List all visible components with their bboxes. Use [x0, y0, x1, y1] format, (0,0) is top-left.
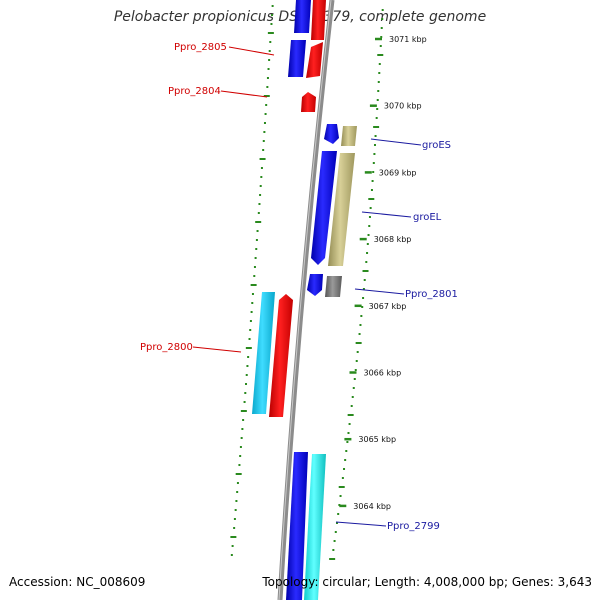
tick-label: 3068 kbp [374, 235, 412, 244]
genome-stats: Topology: circular; Length: 4,008,000 bp… [262, 575, 592, 589]
gene-groES[interactable] [324, 124, 357, 146]
gene-label-Ppro_2801[interactable]: Ppro_2801 [405, 289, 458, 300]
tick-label: 3069 kbp [379, 168, 417, 177]
gene-Ppro_2804[interactable] [301, 92, 316, 112]
gene-label-Ppro_2805[interactable]: Ppro_2805 [174, 42, 227, 53]
gene-leaders [192, 46, 422, 527]
gene-Ppro_2801[interactable] [307, 274, 342, 297]
tick-label: 3070 kbp [384, 102, 422, 111]
gene-Ppro_2805[interactable] [288, 0, 311, 77]
gene-label-Ppro_2799[interactable]: Ppro_2799 [387, 521, 440, 532]
tick-label: 3071 kbp [389, 35, 427, 44]
gc-skew-track [230, 5, 384, 560]
gene-label-Ppro_2804[interactable]: Ppro_2804 [168, 86, 221, 97]
tick-label: 3065 kbp [358, 435, 396, 444]
tick-label: 3064 kbp [353, 502, 391, 511]
gene-label-groEL[interactable]: groEL [413, 212, 442, 223]
gene-label-groES[interactable]: groES [422, 140, 451, 151]
accession-label: Accession: NC_008609 [9, 575, 146, 589]
tick-label: 3066 kbp [364, 369, 402, 378]
genome-backbone-highlight [278, 0, 332, 600]
scale-ticks: 3071 kbp 3070 kbp 3069 kbp 3068 kbp 3067 kbp… [339, 35, 427, 511]
genome-backbone [277, 0, 335, 600]
gene-Ppro_2799[interactable] [286, 452, 326, 600]
tick-label: 3067 kbp [369, 302, 407, 311]
gene-Ppro_2805-red[interactable] [306, 0, 326, 78]
gene-label-Ppro_2800[interactable]: Ppro_2800 [140, 342, 193, 353]
gene-Ppro_2800[interactable] [252, 292, 293, 417]
gene-groEL[interactable] [311, 151, 355, 266]
